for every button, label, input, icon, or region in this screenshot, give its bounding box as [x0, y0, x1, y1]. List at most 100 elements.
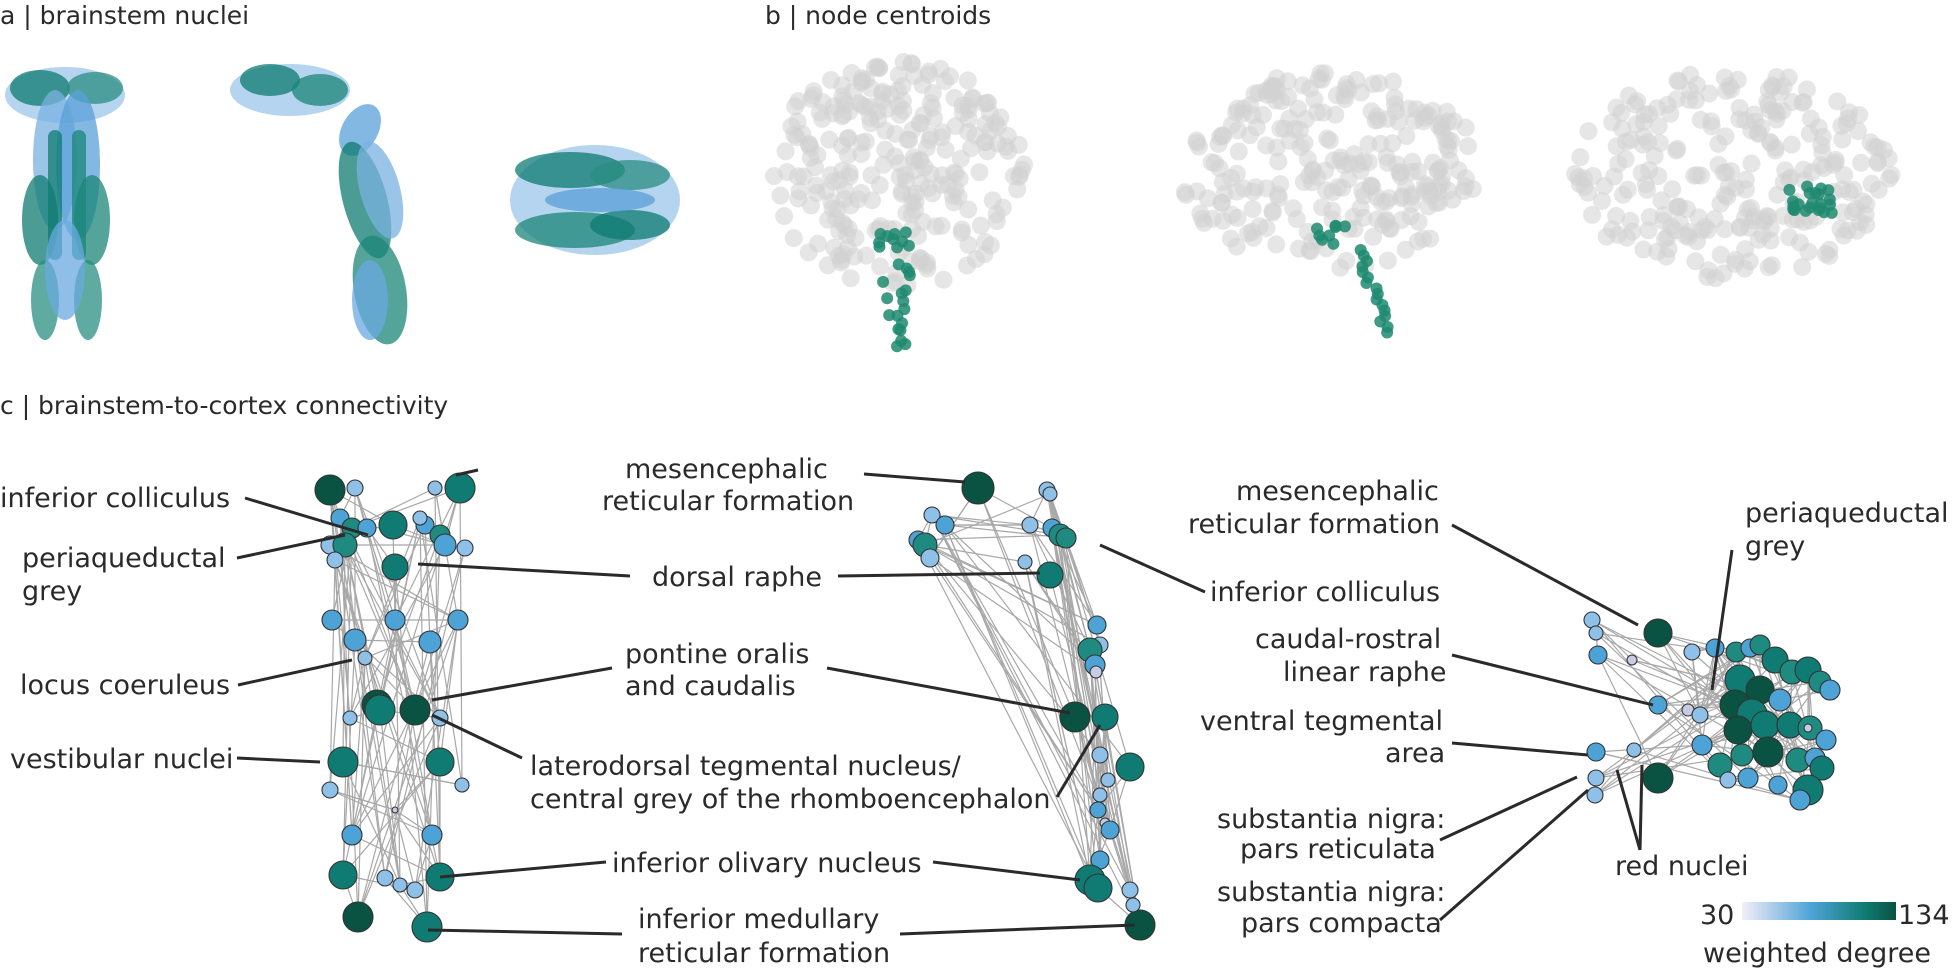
network-edge: [1597, 654, 1659, 779]
cortex-centroid: [1209, 134, 1228, 153]
brainstem-node: [1089, 665, 1103, 679]
cortex-centroid: [1613, 119, 1632, 138]
cortex-centroid: [1676, 226, 1695, 245]
network-edge: [329, 544, 459, 621]
cortex-centroid: [852, 69, 871, 88]
cortex-centroid: [1383, 134, 1402, 153]
cortex-centroid: [1699, 261, 1718, 280]
cortex-centroid: [1619, 86, 1638, 105]
brainstem-node: [327, 746, 359, 778]
network-edge: [1024, 561, 1091, 881]
cortex-centroid: [827, 209, 846, 228]
brainstem-node: [1588, 625, 1604, 641]
cortex-centroid: [1618, 180, 1637, 199]
network-edge: [1699, 647, 1716, 716]
cortex-centroid: [1774, 77, 1793, 96]
network-edge: [1595, 704, 1736, 779]
cortex-centroid: [1634, 127, 1653, 146]
label-mesencephalic-3-line1: mesencephalic: [1236, 476, 1439, 507]
brainstem-node: [384, 609, 406, 631]
cortex-centroid: [832, 107, 851, 126]
network-edge: [394, 487, 461, 621]
brainstem-centroid: [891, 241, 904, 254]
cortex-centroid: [1369, 74, 1388, 93]
cortex-centroid: [921, 94, 940, 113]
cortex-centroid: [1278, 72, 1297, 91]
cortex-centroid: [1257, 219, 1276, 238]
leader-mesencephalic-right: [863, 472, 966, 484]
brainstem-centroid: [1803, 187, 1816, 200]
leader-sn-compacta: [1439, 788, 1589, 922]
cortex-centroid: [980, 104, 999, 123]
cortex-centroid: [790, 182, 809, 201]
cortex-centroid: [1650, 134, 1669, 153]
brainstem-node: [1643, 618, 1673, 648]
brainstem-node: [399, 694, 431, 726]
brainstem-centroid: [1783, 183, 1796, 196]
cortex-centroid: [868, 57, 887, 76]
cortex-centroid: [1408, 232, 1427, 251]
leader-medullary-left: [427, 928, 623, 936]
brainstem-node: [1705, 638, 1725, 658]
colorbar-max-label: 134: [1898, 900, 1950, 931]
network-edge: [929, 557, 1097, 673]
cortex-centroid: [1205, 154, 1224, 173]
brainstem-node: [392, 877, 408, 893]
connectivity-network-sagittal: [908, 471, 1156, 941]
brainstem-node: [1588, 645, 1608, 665]
cortex-centroid: [1799, 242, 1818, 261]
brainstem-node: [1017, 554, 1033, 570]
brainstem-node: [412, 510, 428, 526]
cortex-centroid: [946, 180, 965, 199]
brainstem-centroid: [899, 226, 912, 239]
leader-pontine-left: [431, 666, 613, 702]
cortex-centroid: [805, 158, 824, 177]
network-edge: [394, 809, 416, 891]
network-edge: [439, 619, 459, 763]
network-edge: [344, 544, 416, 711]
cortex-centroid: [1380, 219, 1399, 238]
cortex-centroid: [959, 100, 978, 119]
leader-laterodorsal-left: [431, 713, 523, 760]
cortex-centroid: [1654, 212, 1673, 231]
cortex-centroid: [1269, 152, 1288, 171]
cortex-centroid: [1290, 120, 1309, 139]
colorbar-title: weighted degree: [1703, 938, 1931, 969]
cortex-centroid: [959, 200, 978, 219]
cortex-centroid: [1725, 254, 1744, 273]
network-edge: [944, 524, 1099, 889]
cortex-centroid: [852, 145, 871, 164]
cortex-centroid: [1612, 103, 1631, 122]
cortex-centroid: [1176, 185, 1195, 204]
brainstem-centroid: [1323, 229, 1336, 242]
cortex-centroid: [1882, 165, 1901, 184]
brainstem-centroid: [1311, 222, 1324, 235]
cortex-centroid: [1722, 162, 1741, 181]
brainstem-node: [1586, 742, 1606, 762]
leader-inferior-colliculus-2: [1099, 543, 1206, 594]
leader-laterodorsal-right: [1055, 724, 1102, 798]
brainstem-centroid: [891, 340, 904, 353]
brainstem-centroid: [1822, 184, 1835, 197]
label-vestibular-nuclei: vestibular nuclei: [10, 744, 233, 775]
brainstem-node: [343, 628, 367, 652]
brainstem-node: [1809, 755, 1835, 781]
cortex-centroid: [932, 216, 951, 235]
cortex-centroid: [1243, 199, 1262, 218]
cortex-centroid: [934, 270, 953, 289]
brainstem-node: [332, 532, 358, 558]
brainstem-node: [1091, 703, 1119, 731]
cortex-centroid: [1188, 133, 1207, 152]
brainstem-node: [1583, 611, 1601, 629]
brainstem-node: [1749, 634, 1771, 656]
cortex-centroid: [1686, 91, 1705, 110]
network-edge: [354, 639, 431, 643]
label-periaqueductal-3-line1: periaqueductal: [1745, 498, 1949, 529]
cortex-centroid: [1623, 222, 1642, 241]
cortex-centroid: [1227, 164, 1246, 183]
cortex-centroid: [1663, 180, 1682, 199]
cortex-centroid: [1015, 155, 1034, 174]
cortex-centroid: [840, 167, 859, 186]
cortex-centroid: [1652, 191, 1671, 210]
cortex-centroid: [1862, 174, 1881, 193]
